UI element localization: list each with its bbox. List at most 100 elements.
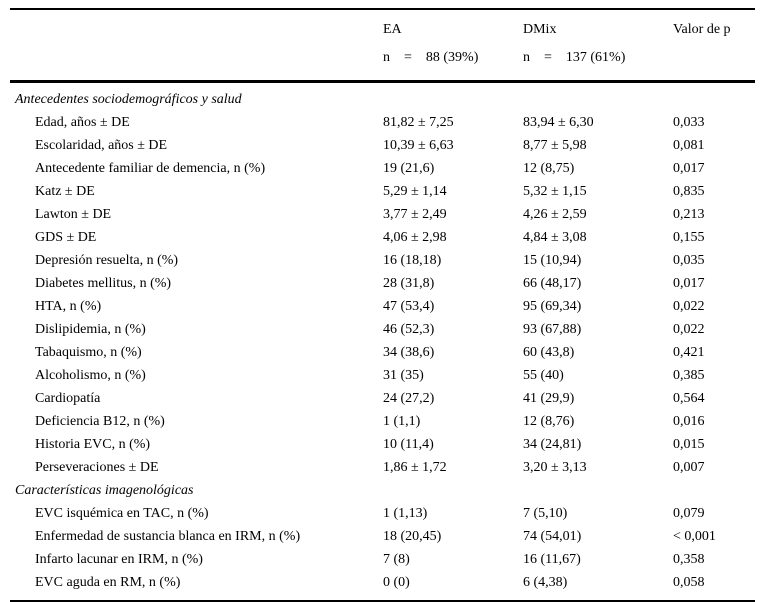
section-header-row: Antecedentes sociodemográficos y salud: [10, 88, 755, 111]
table-row: Perseveraciones ± DE 1,86 ± 1,72 3,20 ± …: [10, 456, 755, 479]
row-label: Infarto lacunar en IRM, n (%): [35, 552, 203, 567]
table-row: Diabetes mellitus, n (%) 28 (31,8) 66 (4…: [10, 272, 755, 295]
cell-dmix: 41 (29,9): [523, 391, 575, 406]
table-header: EA DMix Valor de p n = 88 (39%) n = 137 …: [10, 10, 755, 83]
cell-p: 0,421: [673, 345, 705, 360]
cell-dmix: 93 (67,88): [523, 322, 582, 337]
cell-p: 0,079: [673, 506, 705, 521]
table-row: Antecedente familiar de demencia, n (%) …: [10, 157, 755, 180]
cell-p: 0,081: [673, 138, 705, 153]
cell-ea: 5,29 ± 1,14: [383, 184, 447, 199]
table-row: Escolaridad, años ± DE 10,39 ± 6,63 8,77…: [10, 134, 755, 157]
row-label: Perseveraciones ± DE: [35, 460, 159, 475]
cell-ea: 1 (1,13): [383, 506, 428, 521]
table-body: Antecedentes sociodemográficos y salud E…: [10, 83, 755, 600]
row-label: Antecedente familiar de demencia, n (%): [35, 161, 266, 176]
cell-p: 0,385: [673, 368, 705, 383]
cell-dmix: 15 (10,94): [523, 253, 582, 268]
table-row: Deficiencia B12, n (%) 1 (1,1) 12 (8,76)…: [10, 410, 755, 433]
table-row: Dislipidemia, n (%) 46 (52,3) 93 (67,88)…: [10, 318, 755, 341]
cell-p: 0,022: [673, 322, 705, 337]
cell-dmix: 5,32 ± 1,15: [523, 184, 587, 199]
cell-p: 0,058: [673, 575, 705, 590]
cell-p: 0,835: [673, 184, 705, 199]
cell-ea: 19 (21,6): [383, 161, 435, 176]
cell-ea: 7 (8): [383, 552, 410, 567]
section-title: Características imagenológicas: [15, 483, 194, 498]
header-group-ea: EA: [383, 22, 402, 37]
cell-ea: 31 (35): [383, 368, 424, 383]
table-row: EVC isquémica en TAC, n (%) 1 (1,13) 7 (…: [10, 502, 755, 525]
row-label: Diabetes mellitus, n (%): [35, 276, 172, 291]
header-group-dmix: DMix: [523, 22, 557, 37]
table-header-row-counts: n = 88 (39%) n = 137 (61%): [10, 44, 755, 72]
table-row: Alcoholismo, n (%) 31 (35) 55 (40) 0,385: [10, 364, 755, 387]
table-row: Enfermedad de sustancia blanca en IRM, n…: [10, 525, 755, 548]
cell-p: 0,007: [673, 460, 705, 475]
section-title: Antecedentes sociodemográficos y salud: [15, 92, 242, 107]
table-row: GDS ± DE 4,06 ± 2,98 4,84 ± 3,08 0,155: [10, 226, 755, 249]
comparison-table: EA DMix Valor de p n = 88 (39%) n = 137 …: [10, 8, 755, 602]
cell-ea: 16 (18,18): [383, 253, 442, 268]
cell-ea: 34 (38,6): [383, 345, 435, 360]
cell-p: 0,015: [673, 437, 705, 452]
row-label: Katz ± DE: [35, 184, 95, 199]
row-label: Cardiopatía: [35, 391, 101, 406]
cell-dmix: 95 (69,34): [523, 299, 582, 314]
row-label: Edad, años ± DE: [35, 115, 130, 130]
row-label: Depresión resuelta, n (%): [35, 253, 179, 268]
row-label: Historia EVC, n (%): [35, 437, 151, 452]
row-label: Dislipidemia, n (%): [35, 322, 146, 337]
cell-dmix: 7 (5,10): [523, 506, 568, 521]
cell-ea: 28 (31,8): [383, 276, 435, 291]
row-label: EVC isquémica en TAC, n (%): [35, 506, 209, 521]
cell-dmix: 55 (40): [523, 368, 564, 383]
cell-ea: 81,82 ± 7,25: [383, 115, 454, 130]
cell-ea: 10 (11,4): [383, 437, 434, 452]
cell-p: 0,022: [673, 299, 705, 314]
cell-ea: 1,86 ± 1,72: [383, 460, 447, 475]
cell-ea: 24 (27,2): [383, 391, 435, 406]
cell-p: 0,155: [673, 230, 705, 245]
header-n-ea: n = 88 (39%): [383, 50, 479, 65]
row-label: HTA, n (%): [35, 299, 102, 314]
cell-p: < 0,001: [673, 529, 716, 544]
cell-p: 0,016: [673, 414, 705, 429]
cell-dmix: 3,20 ± 3,13: [523, 460, 587, 475]
table-row: Tabaquismo, n (%) 34 (38,6) 60 (43,8) 0,…: [10, 341, 755, 364]
row-label: Lawton ± DE: [35, 207, 112, 222]
cell-dmix: 16 (11,67): [523, 552, 581, 567]
cell-dmix: 60 (43,8): [523, 345, 575, 360]
row-label: Tabaquismo, n (%): [35, 345, 142, 360]
cell-p: 0,033: [673, 115, 705, 130]
row-label: EVC aguda en RM, n (%): [35, 575, 181, 590]
table-row: Historia EVC, n (%) 10 (11,4) 34 (24,81)…: [10, 433, 755, 456]
header-pvalue: Valor de p: [673, 22, 731, 37]
cell-p: 0,035: [673, 253, 705, 268]
cell-p: 0,213: [673, 207, 705, 222]
cell-ea: 18 (20,45): [383, 529, 442, 544]
cell-dmix: 83,94 ± 6,30: [523, 115, 594, 130]
row-label: Escolaridad, años ± DE: [35, 138, 168, 153]
cell-ea: 10,39 ± 6,63: [383, 138, 454, 153]
cell-ea: 47 (53,4): [383, 299, 435, 314]
table-row: Infarto lacunar en IRM, n (%) 7 (8) 16 (…: [10, 548, 755, 571]
cell-dmix: 4,26 ± 2,59: [523, 207, 587, 222]
cell-dmix: 74 (54,01): [523, 529, 582, 544]
cell-dmix: 8,77 ± 5,98: [523, 138, 587, 153]
cell-p: 0,358: [673, 552, 705, 567]
row-label: Enfermedad de sustancia blanca en IRM, n…: [35, 529, 301, 544]
row-label: Deficiencia B12, n (%): [35, 414, 165, 429]
cell-dmix: 66 (48,17): [523, 276, 582, 291]
header-n-dmix: n = 137 (61%): [523, 50, 626, 65]
cell-dmix: 12 (8,76): [523, 414, 575, 429]
table-row: Lawton ± DE 3,77 ± 2,49 4,26 ± 2,59 0,21…: [10, 203, 755, 226]
table-row: HTA, n (%) 47 (53,4) 95 (69,34) 0,022: [10, 295, 755, 318]
cell-ea: 3,77 ± 2,49: [383, 207, 447, 222]
cell-dmix: 34 (24,81): [523, 437, 582, 452]
table-row: Edad, años ± DE 81,82 ± 7,25 83,94 ± 6,3…: [10, 111, 755, 134]
row-label: Alcoholismo, n (%): [35, 368, 146, 383]
table-row: Depresión resuelta, n (%) 16 (18,18) 15 …: [10, 249, 755, 272]
cell-ea: 46 (52,3): [383, 322, 435, 337]
table-row: EVC aguda en RM, n (%) 0 (0) 6 (4,38) 0,…: [10, 571, 755, 594]
